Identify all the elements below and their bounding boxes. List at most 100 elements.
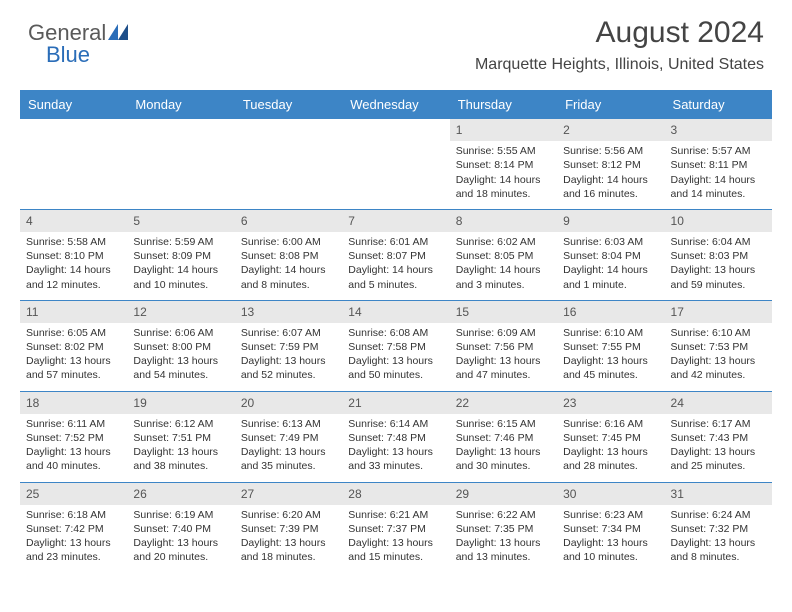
sunrise-line: Sunrise: 6:09 AM bbox=[456, 326, 551, 340]
sunrise-line: Sunrise: 6:02 AM bbox=[456, 235, 551, 249]
calendar-cell: 5Sunrise: 5:59 AMSunset: 8:09 PMDaylight… bbox=[127, 209, 234, 300]
daylight-line: Daylight: 13 hours and 15 minutes. bbox=[348, 536, 443, 564]
day-number: 16 bbox=[557, 301, 664, 323]
logo-text-2: Blue bbox=[46, 42, 90, 67]
daylight-line: Daylight: 14 hours and 1 minute. bbox=[563, 263, 658, 291]
daylight-line: Daylight: 13 hours and 42 minutes. bbox=[671, 354, 766, 382]
daylight-line: Daylight: 14 hours and 3 minutes. bbox=[456, 263, 551, 291]
sunset-line: Sunset: 7:51 PM bbox=[133, 431, 228, 445]
day-number: 17 bbox=[665, 301, 772, 323]
daylight-line: Daylight: 13 hours and 20 minutes. bbox=[133, 536, 228, 564]
sunset-line: Sunset: 7:35 PM bbox=[456, 522, 551, 536]
sunrise-line: Sunrise: 6:08 AM bbox=[348, 326, 443, 340]
sunset-line: Sunset: 8:07 PM bbox=[348, 249, 443, 263]
daylight-line: Daylight: 13 hours and 8 minutes. bbox=[671, 536, 766, 564]
calendar-cell: 17Sunrise: 6:10 AMSunset: 7:53 PMDayligh… bbox=[665, 300, 772, 391]
calendar-cell: 4Sunrise: 5:58 AMSunset: 8:10 PMDaylight… bbox=[20, 209, 127, 300]
calendar-cell: 11Sunrise: 6:05 AMSunset: 8:02 PMDayligh… bbox=[20, 300, 127, 391]
calendar-cell: 26Sunrise: 6:19 AMSunset: 7:40 PMDayligh… bbox=[127, 482, 234, 572]
sunset-line: Sunset: 7:52 PM bbox=[26, 431, 121, 445]
day-number: 10 bbox=[665, 210, 772, 232]
daylight-line: Daylight: 14 hours and 8 minutes. bbox=[241, 263, 336, 291]
calendar-cell: 23Sunrise: 6:16 AMSunset: 7:45 PMDayligh… bbox=[557, 391, 664, 482]
calendar-cell: 30 Sunrise: 6:23 AMSunset: 7:34 PMDayligh… bbox=[557, 482, 664, 572]
sunrise-line: Sunrise: 6:23 AM bbox=[563, 508, 658, 522]
daylight-line: Daylight: 13 hours and 45 minutes. bbox=[563, 354, 658, 382]
day-number: 18 bbox=[20, 392, 127, 414]
daylight-line: Daylight: 13 hours and 28 minutes. bbox=[563, 445, 658, 473]
calendar-week-row: 4Sunrise: 5:58 AMSunset: 8:10 PMDaylight… bbox=[20, 209, 772, 300]
sunrise-line: Sunrise: 6:22 AM bbox=[456, 508, 551, 522]
sunrise-line: Sunrise: 6:13 AM bbox=[241, 417, 336, 431]
calendar-cell: 2Sunrise: 5:56 AMSunset: 8:12 PMDaylight… bbox=[557, 119, 664, 209]
calendar-week-row: 1Sunrise: 5:55 AMSunset: 8:14 PMDaylight… bbox=[20, 119, 772, 209]
sunset-line: Sunset: 8:04 PM bbox=[563, 249, 658, 263]
sunset-line: Sunset: 8:10 PM bbox=[26, 249, 121, 263]
daylight-line: Daylight: 13 hours and 59 minutes. bbox=[671, 263, 766, 291]
day-number: 29 bbox=[450, 483, 557, 505]
day-number: 24 bbox=[665, 392, 772, 414]
sunrise-line: Sunrise: 6:16 AM bbox=[563, 417, 658, 431]
daylight-line: Daylight: 13 hours and 18 minutes. bbox=[241, 536, 336, 564]
day-number: 28 bbox=[342, 483, 449, 505]
page-subtitle: Marquette Heights, Illinois, United Stat… bbox=[475, 56, 764, 74]
daylight-line: Daylight: 14 hours and 10 minutes. bbox=[133, 263, 228, 291]
day-number: 23 bbox=[557, 392, 664, 414]
day-number: 19 bbox=[127, 392, 234, 414]
calendar-cell bbox=[20, 119, 127, 209]
daylight-line: Daylight: 13 hours and 10 minutes. bbox=[563, 536, 658, 564]
sunrise-line: Sunrise: 6:20 AM bbox=[241, 508, 336, 522]
sunrise-line: Sunrise: 6:04 AM bbox=[671, 235, 766, 249]
daylight-line: Daylight: 13 hours and 35 minutes. bbox=[241, 445, 336, 473]
daylight-line: Daylight: 13 hours and 30 minutes. bbox=[456, 445, 551, 473]
sunset-line: Sunset: 8:14 PM bbox=[456, 158, 551, 172]
day-header: Saturday bbox=[665, 90, 772, 119]
calendar-cell: 14Sunrise: 6:08 AMSunset: 7:58 PMDayligh… bbox=[342, 300, 449, 391]
sunrise-line: Sunrise: 5:59 AM bbox=[133, 235, 228, 249]
day-header: Wednesday bbox=[342, 90, 449, 119]
calendar-week-row: 18Sunrise: 6:11 AMSunset: 7:52 PMDayligh… bbox=[20, 391, 772, 482]
day-number: 12 bbox=[127, 301, 234, 323]
calendar-cell: 25Sunrise: 6:18 AMSunset: 7:42 PMDayligh… bbox=[20, 482, 127, 572]
day-number: 21 bbox=[342, 392, 449, 414]
daylight-line: Daylight: 13 hours and 52 minutes. bbox=[241, 354, 336, 382]
sunrise-line: Sunrise: 5:55 AM bbox=[456, 144, 551, 158]
daylight-line: Daylight: 14 hours and 12 minutes. bbox=[26, 263, 121, 291]
calendar-cell: 22Sunrise: 6:15 AMSunset: 7:46 PMDayligh… bbox=[450, 391, 557, 482]
daylight-line: Daylight: 13 hours and 57 minutes. bbox=[26, 354, 121, 382]
day-number: 4 bbox=[20, 210, 127, 232]
calendar-cell: 13Sunrise: 6:07 AMSunset: 7:59 PMDayligh… bbox=[235, 300, 342, 391]
calendar-cell: 28Sunrise: 6:21 AMSunset: 7:37 PMDayligh… bbox=[342, 482, 449, 572]
sunrise-line: Sunrise: 6:07 AM bbox=[241, 326, 336, 340]
sunrise-line: Sunrise: 6:03 AM bbox=[563, 235, 658, 249]
daylight-line: Daylight: 13 hours and 23 minutes. bbox=[26, 536, 121, 564]
sunrise-line: Sunrise: 6:17 AM bbox=[671, 417, 766, 431]
day-number: 30 bbox=[557, 483, 664, 505]
calendar-cell: 6Sunrise: 6:00 AMSunset: 8:08 PMDaylight… bbox=[235, 209, 342, 300]
daylight-line: Daylight: 14 hours and 5 minutes. bbox=[348, 263, 443, 291]
calendar-cell: 7Sunrise: 6:01 AMSunset: 8:07 PMDaylight… bbox=[342, 209, 449, 300]
daylight-line: Daylight: 13 hours and 47 minutes. bbox=[456, 354, 551, 382]
calendar-cell: 1Sunrise: 5:55 AMSunset: 8:14 PMDaylight… bbox=[450, 119, 557, 209]
sunset-line: Sunset: 7:53 PM bbox=[671, 340, 766, 354]
calendar-cell: 10Sunrise: 6:04 AMSunset: 8:03 PMDayligh… bbox=[665, 209, 772, 300]
day-number: 15 bbox=[450, 301, 557, 323]
daylight-line: Daylight: 13 hours and 40 minutes. bbox=[26, 445, 121, 473]
sunrise-line: Sunrise: 6:10 AM bbox=[563, 326, 658, 340]
calendar-cell: 31Sunrise: 6:24 AMSunset: 7:32 PMDayligh… bbox=[665, 482, 772, 572]
calendar-cell: 20Sunrise: 6:13 AMSunset: 7:49 PMDayligh… bbox=[235, 391, 342, 482]
calendar-cell bbox=[235, 119, 342, 209]
day-number: 31 bbox=[665, 483, 772, 505]
sunset-line: Sunset: 8:09 PM bbox=[133, 249, 228, 263]
sunset-line: Sunset: 7:48 PM bbox=[348, 431, 443, 445]
sunset-line: Sunset: 7:34 PM bbox=[563, 522, 658, 536]
daylight-line: Daylight: 14 hours and 16 minutes. bbox=[563, 173, 658, 201]
day-number: 27 bbox=[235, 483, 342, 505]
day-number: 14 bbox=[342, 301, 449, 323]
day-number: 20 bbox=[235, 392, 342, 414]
calendar-cell: 16Sunrise: 6:10 AMSunset: 7:55 PMDayligh… bbox=[557, 300, 664, 391]
calendar-week-row: 11Sunrise: 6:05 AMSunset: 8:02 PMDayligh… bbox=[20, 300, 772, 391]
day-number: 13 bbox=[235, 301, 342, 323]
day-number: 22 bbox=[450, 392, 557, 414]
sunset-line: Sunset: 7:56 PM bbox=[456, 340, 551, 354]
